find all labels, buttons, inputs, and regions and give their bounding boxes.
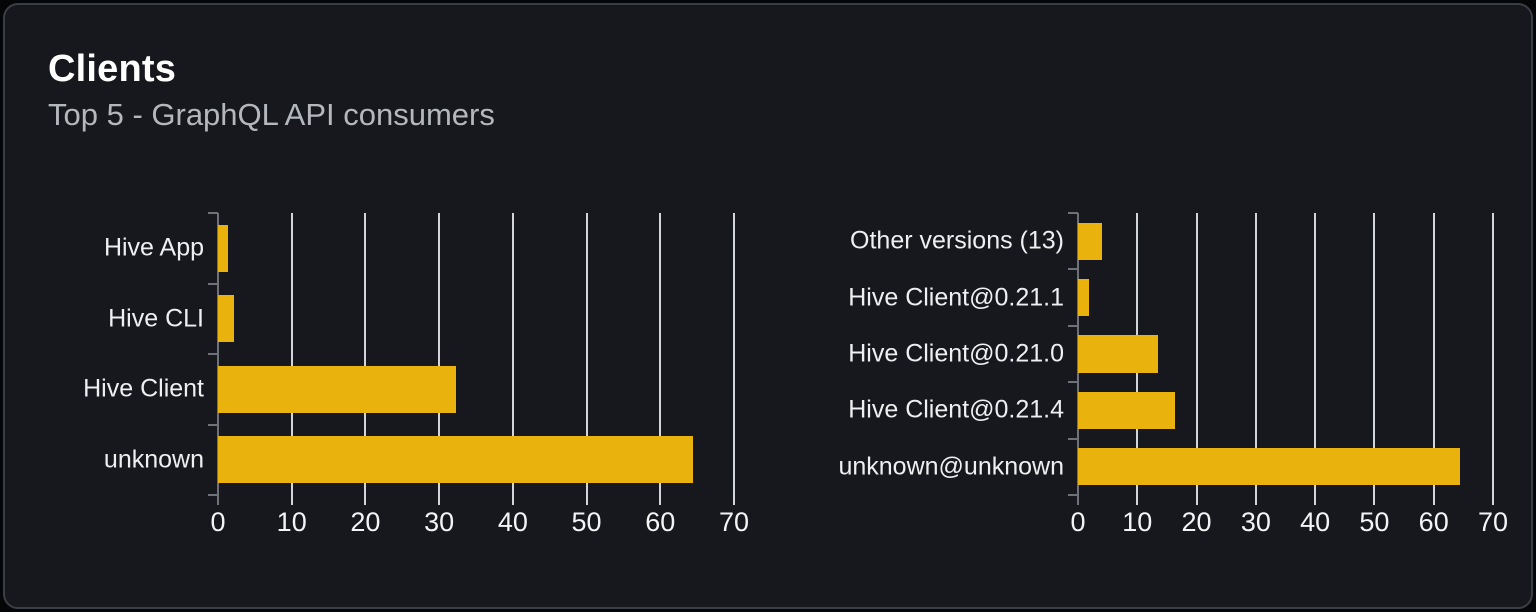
gridline-10 [290, 213, 293, 505]
y-axis-tick [208, 353, 218, 355]
category-row: Hive Client@0.21.0 [848, 326, 1493, 382]
clients-panel: Clients Top 5 - GraphQL API consumers 0 1… [3, 3, 1533, 609]
category-label: Hive Client@0.21.0 [848, 339, 1064, 368]
gridline-30 [1254, 213, 1257, 505]
panel-subtitle: Top 5 - GraphQL API consumers [48, 97, 495, 132]
y-axis [217, 213, 219, 505]
category-label: Hive App [103, 233, 204, 262]
gridline-40 [511, 213, 514, 505]
x-tick-label-0: 0 [210, 507, 226, 537]
category-label: Hive Client@0.21.1 [848, 283, 1064, 312]
gridline-60 [1432, 213, 1435, 505]
bar-hive-client-0.21.0 [1078, 335, 1159, 373]
y-axis-tick [1068, 324, 1078, 327]
y-axis-tick [208, 423, 218, 426]
category-row: unknown@unknown [838, 439, 1493, 495]
x-tick-label-0: 0 [1070, 507, 1086, 537]
category-row: Hive Client@0.21.4 [848, 382, 1493, 438]
category-label: unknown [103, 445, 204, 474]
gridline-70 [733, 213, 735, 505]
bar-unknown [218, 436, 694, 483]
category-row: Hive Client [83, 354, 734, 425]
clients-bar-chart: 0 10 20 30 40 50 60 70 Hive App Hive CLI Hive Clie… [83, 212, 749, 536]
gridline-70 [1492, 213, 1494, 505]
gridline-40 [1314, 213, 1317, 505]
gridline-20 [364, 213, 367, 505]
bar-hive-app [218, 224, 229, 272]
x-tick-label-30: 30 [424, 507, 455, 537]
x-tick-label-60: 60 [645, 507, 676, 537]
y-axis-tick [1068, 381, 1078, 384]
x-tick-label-10: 10 [1122, 507, 1153, 537]
x-tick-label-50: 50 [571, 507, 602, 537]
category-label: Hive CLI [108, 304, 204, 333]
x-tick-label-40: 40 [497, 507, 528, 537]
gridline-30 [438, 213, 441, 505]
x-tick-label-40: 40 [1300, 507, 1331, 537]
bar-other-versions-13- [1078, 222, 1102, 260]
y-axis-tick [1068, 212, 1078, 214]
x-tick-label-50: 50 [1359, 507, 1390, 537]
category-row: Hive App [104, 213, 734, 284]
gridline-50 [1373, 213, 1376, 505]
gridline-50 [585, 213, 588, 505]
gridline-20 [1195, 213, 1198, 505]
y-axis-tick [1068, 437, 1078, 440]
x-tick-label-20: 20 [1181, 507, 1212, 537]
category-label: Hive Client@0.21.4 [848, 395, 1064, 424]
y-axis-tick [208, 212, 218, 214]
category-label: Hive Client [83, 374, 204, 403]
client-versions-bar-chart: 0 10 20 30 40 50 60 70 Other versions (13) Hive C… [838, 212, 1508, 536]
y-axis-tick [1068, 494, 1078, 496]
x-tick-label-70: 70 [1477, 507, 1509, 537]
y-axis-tick [208, 494, 218, 496]
category-label: Other versions (13) [850, 226, 1064, 255]
bar-hive-client-0.21.1 [1078, 278, 1090, 317]
category-row: unknown [104, 425, 734, 496]
gridline-60 [659, 213, 662, 505]
x-tick-label-10: 10 [276, 507, 307, 537]
bar-hive-cli [218, 295, 235, 342]
x-tick-label-70: 70 [718, 507, 750, 537]
bar-hive-client-0.21.4 [1078, 391, 1176, 429]
category-label: unknown@unknown [838, 452, 1064, 481]
y-axis-tick [1068, 268, 1078, 271]
category-row: Hive Client@0.21.1 [848, 269, 1493, 325]
x-tick-label-60: 60 [1418, 507, 1449, 537]
bar-unknown-unknown [1078, 448, 1461, 486]
panel-title: Clients [48, 48, 177, 90]
y-axis-tick [208, 282, 218, 285]
bar-hive-client [218, 365, 457, 413]
category-row: Other versions (13) [850, 213, 1493, 269]
x-tick-label-20: 20 [350, 507, 381, 537]
category-row: Hive CLI [108, 284, 734, 355]
x-tick-label-30: 30 [1240, 507, 1271, 537]
